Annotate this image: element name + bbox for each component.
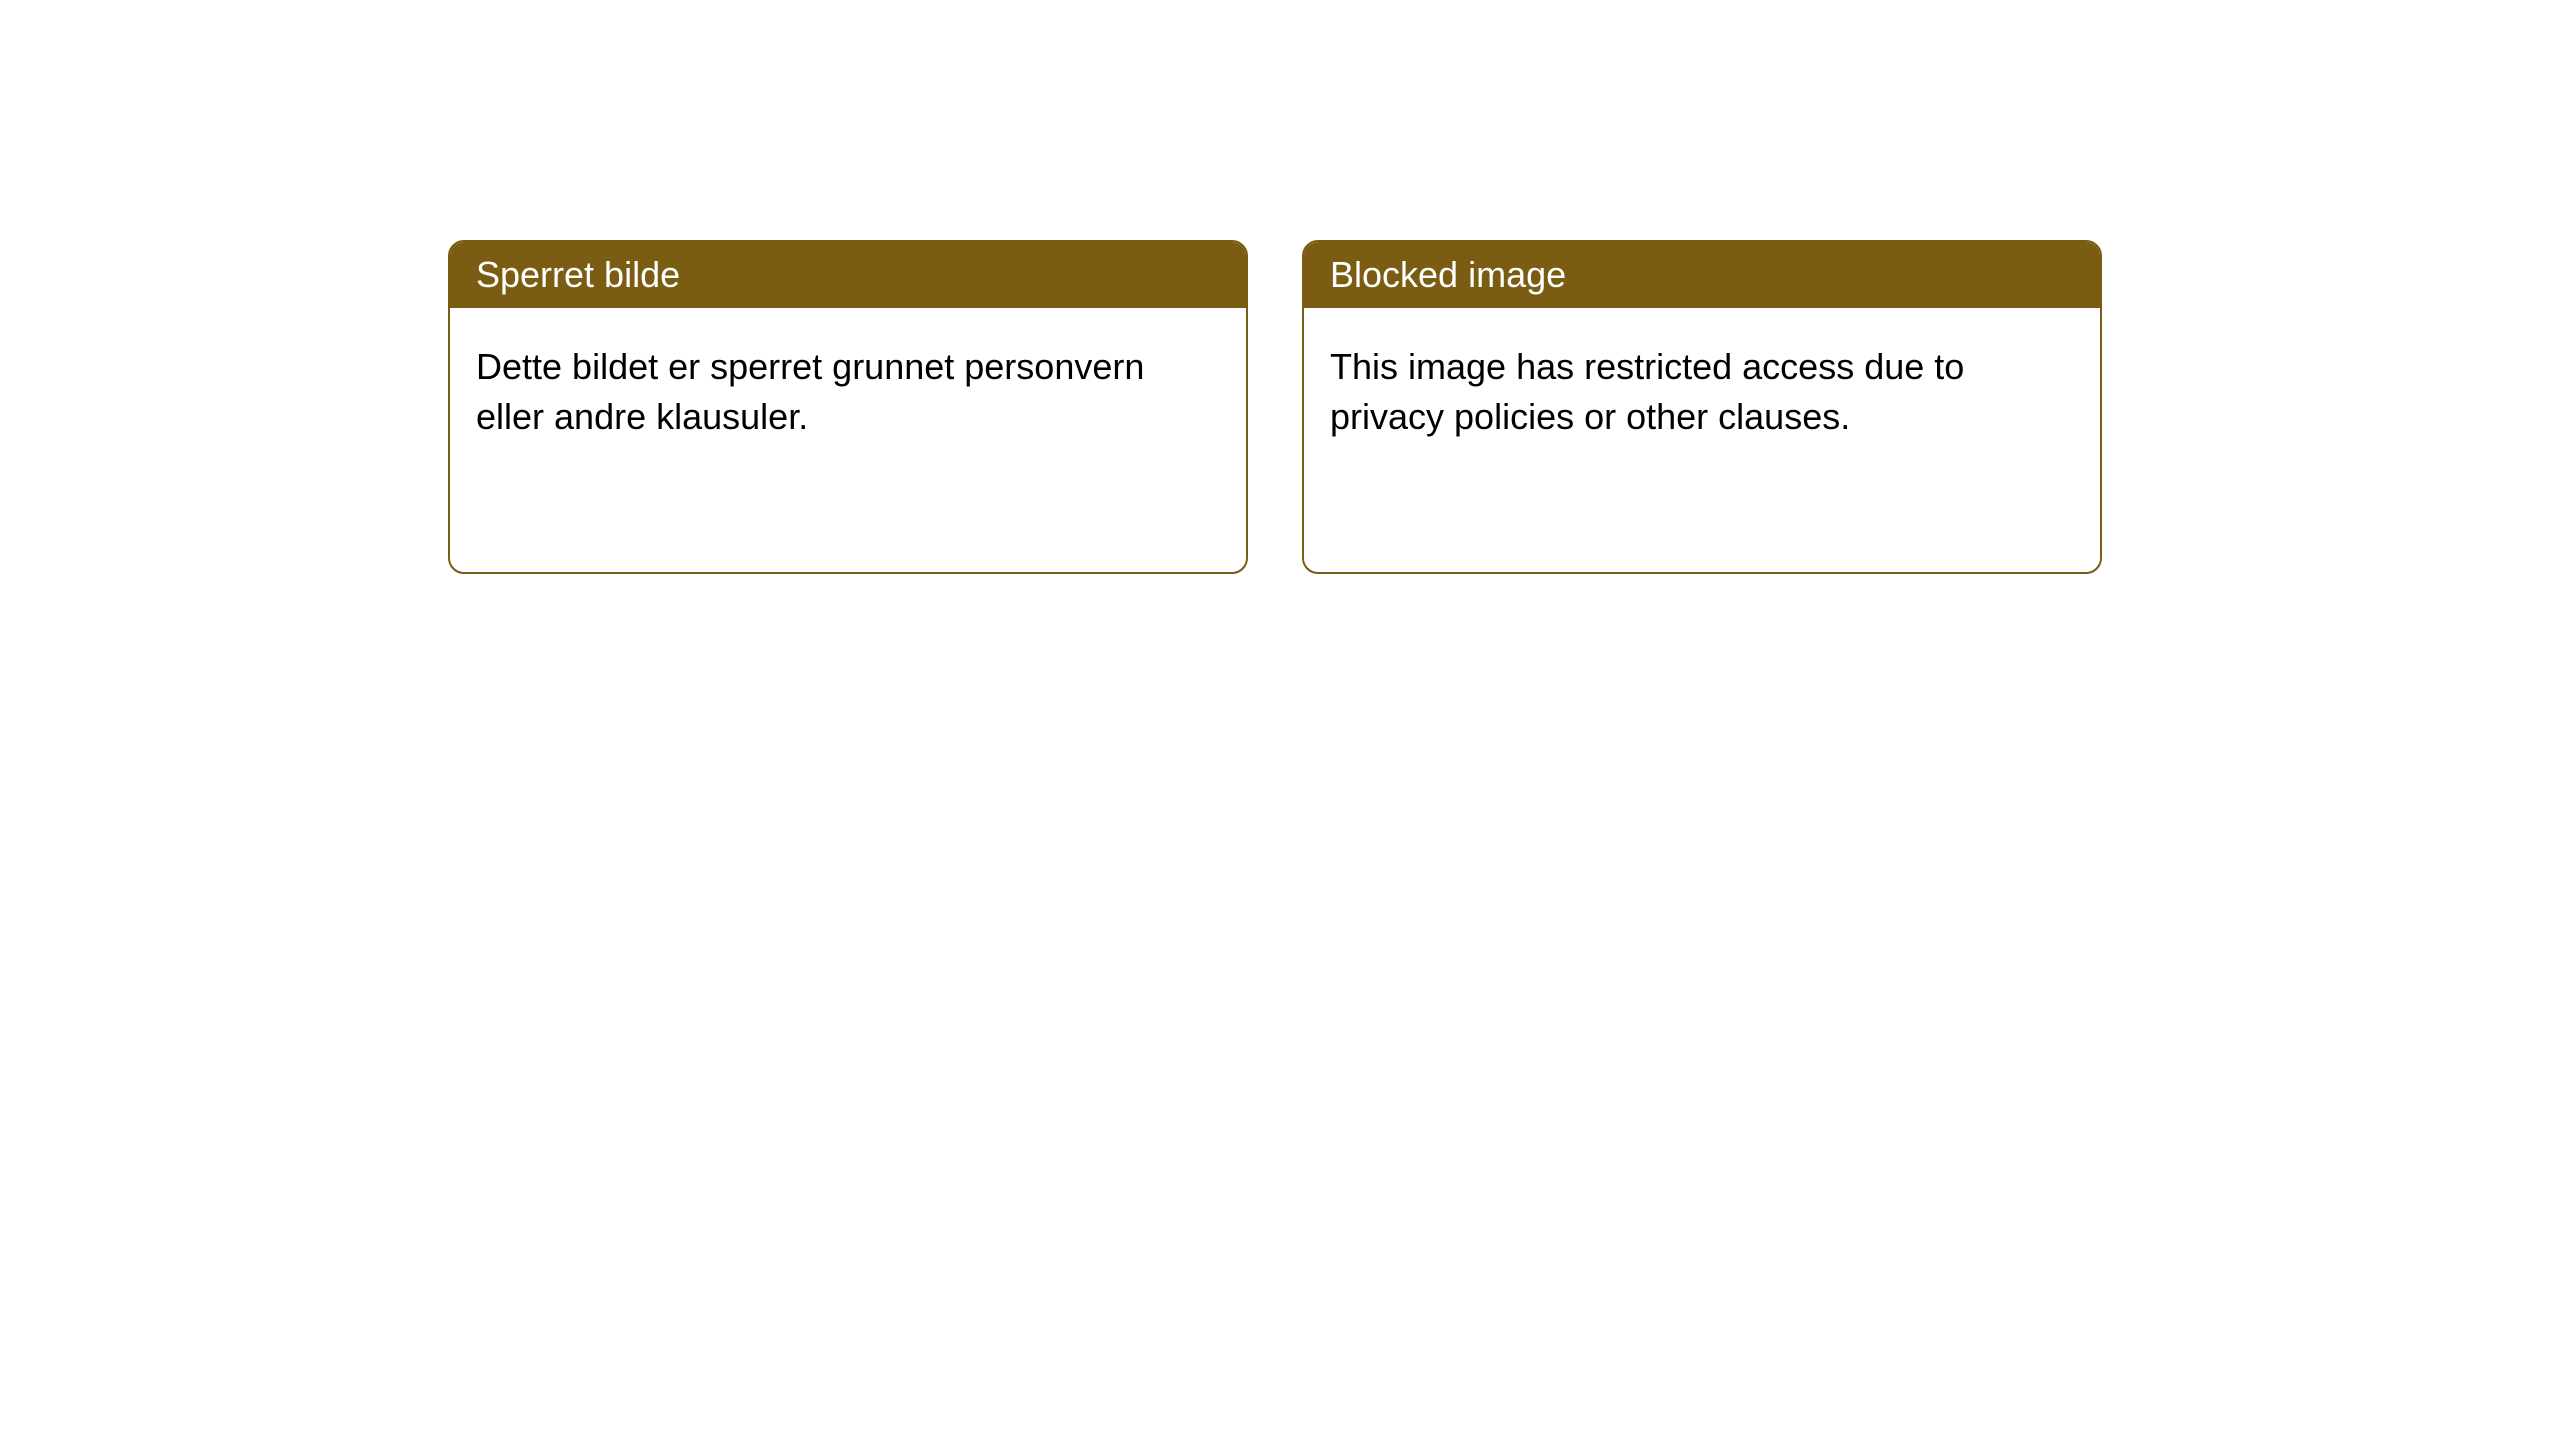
notice-title: Blocked image [1330,254,1566,295]
notice-body: This image has restricted access due to … [1304,308,2100,477]
notice-body: Dette bildet er sperret grunnet personve… [450,308,1246,477]
notice-title: Sperret bilde [476,254,680,295]
notice-header: Blocked image [1304,242,2100,308]
notice-container: Sperret bilde Dette bildet er sperret gr… [0,0,2560,574]
notice-text: Dette bildet er sperret grunnet personve… [476,346,1144,437]
notice-text: This image has restricted access due to … [1330,346,1964,437]
notice-card-english: Blocked image This image has restricted … [1302,240,2102,574]
notice-card-norwegian: Sperret bilde Dette bildet er sperret gr… [448,240,1248,574]
notice-header: Sperret bilde [450,242,1246,308]
